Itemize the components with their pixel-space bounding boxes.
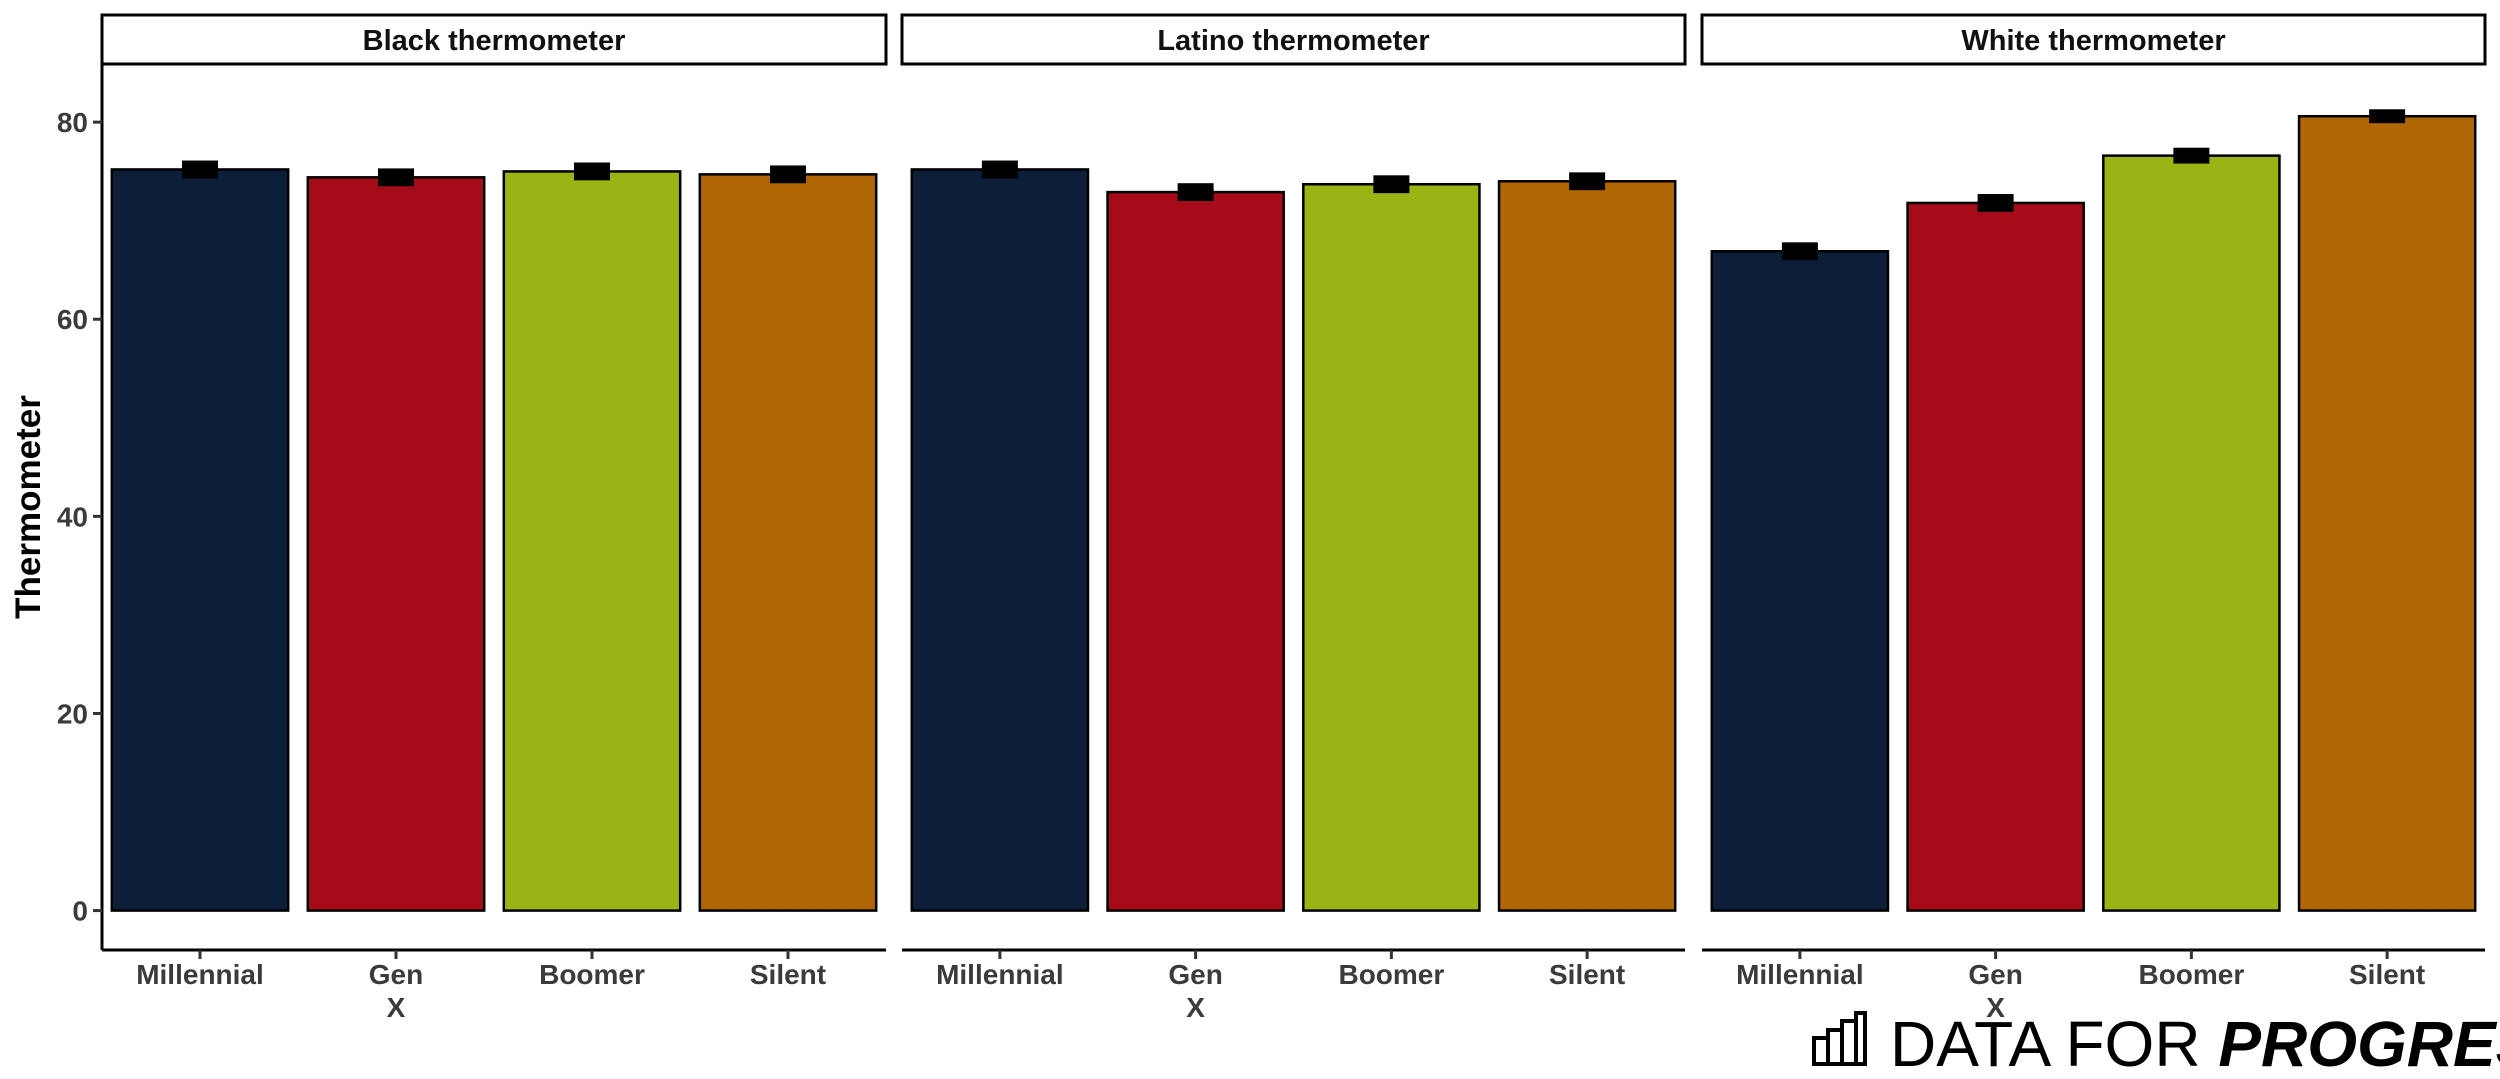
x-tick-label: Silent: [2349, 959, 2425, 990]
panel-1: Black thermometer Millennial Gen X Boomer Sil…: [100, 13, 888, 1023]
error-bar: [574, 162, 610, 181]
bar: [910, 168, 1090, 912]
bar: [698, 173, 878, 912]
x-tick-label: Millennial: [1736, 959, 1864, 990]
y-axis: 0 20 40 60 80: [57, 63, 104, 950]
panels-layer: Black thermometer Millennial Gen X Boomer Sil…: [100, 13, 2487, 1023]
x-tick-label: Boomer: [2138, 959, 2244, 990]
error-bar: [981, 160, 1018, 179]
logo-wordmark: DATA FOR PROGRESS: [1890, 1008, 2500, 1079]
error-bar: [770, 165, 806, 184]
error-bar: [1177, 183, 1214, 202]
facet-strip: [1700, 13, 2487, 66]
y-tick-label: 60: [57, 304, 88, 335]
x-tick-label: Millennial: [136, 959, 264, 990]
x-tick-label: Silent: [750, 959, 826, 990]
x-tick-label: Millennial: [936, 959, 1064, 990]
x-tick-label: Gen X: [1168, 959, 1222, 1023]
error-bar: [1781, 242, 1818, 261]
bar: [306, 176, 486, 912]
error-bar: [182, 160, 218, 179]
error-bar: [2369, 109, 2406, 124]
x-tick-label: Boomer: [1338, 959, 1444, 990]
logo: DATA FOR PROGRESS: [1812, 1008, 2500, 1079]
error-bar: [1373, 175, 1410, 194]
error-bar: [1977, 194, 2014, 212]
bar: [1302, 182, 1481, 912]
bar: [1906, 201, 2085, 912]
facet-strip: [100, 13, 888, 66]
bar: [1106, 190, 1285, 912]
error-bar: [378, 168, 414, 187]
facet-title: Black thermometer: [363, 25, 626, 57]
x-tick-label: Silent: [1549, 959, 1625, 990]
y-tick-label: 20: [57, 698, 88, 729]
x-tick-label: Gen X: [1968, 959, 2022, 1023]
x-tick-label: Boomer: [539, 959, 645, 990]
facet-title: Latino thermometer: [1157, 25, 1429, 57]
facet-strip: [900, 13, 1687, 66]
error-bar: [1569, 172, 1606, 191]
bar: [1710, 249, 1890, 912]
y-tick-label: 40: [57, 501, 88, 532]
y-tick-label: 80: [57, 107, 88, 138]
panel-2: Latino thermometer Millennial Gen X Boomer Si…: [900, 13, 1687, 1023]
logo-text-regular: DATA FOR: [1890, 1008, 2218, 1079]
y-tick-label: 0: [72, 896, 88, 927]
logo-text-bold: PROGRESS: [2218, 1008, 2500, 1079]
bar: [502, 170, 682, 912]
panel-3: White thermometer Millennial Gen X Boomer Sil…: [1700, 13, 2487, 1023]
bar-chart-icon: [1812, 1011, 1867, 1066]
bar: [110, 168, 290, 912]
y-axis-title: Thermometer: [9, 395, 48, 619]
bar: [2297, 114, 2477, 912]
bar: [2102, 154, 2281, 912]
error-bar: [2173, 147, 2210, 164]
bar: [1497, 180, 1677, 912]
facet-title: White thermometer: [1961, 25, 2225, 57]
x-tick-label: Gen X: [369, 959, 423, 1023]
